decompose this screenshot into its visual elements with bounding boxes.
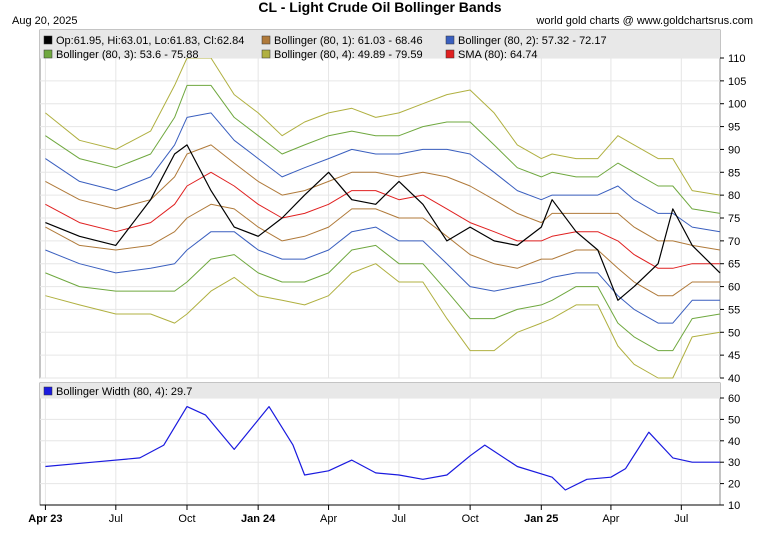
main-ytick-label: 55 bbox=[728, 304, 740, 316]
legend-swatch bbox=[445, 49, 455, 59]
width-ytick-label: 60 bbox=[728, 393, 740, 405]
xtick-label: Apr bbox=[602, 513, 619, 525]
main-ytick-label: 75 bbox=[728, 213, 740, 225]
width-y-axis: 10 20 30 40 50 60 bbox=[720, 393, 740, 512]
main-ytick-label: 50 bbox=[728, 327, 740, 339]
width-series-group bbox=[45, 406, 720, 491]
x-axis: Apr 23 Jul Oct Jan 24 Apr Jul Oct Jan 25 Apr Jul bbox=[28, 504, 720, 525]
legend-entry: SMA (80): 64.74 bbox=[458, 49, 538, 61]
main-price-panel: 40 45 50 55 60 65 70 75 80 85 90 95 100 105 110 Op:61.… bbox=[39, 29, 746, 385]
series-line-bollinger-upper-80-4 bbox=[45, 57, 721, 196]
series-line-bollinger-lower-80-4 bbox=[45, 263, 721, 379]
series-line-bollinger-upper-80-1 bbox=[45, 144, 721, 251]
main-legend: Op:61.95, Hi:63.01, Lo:61.83, Cl:62.84 Bo… bbox=[43, 35, 607, 61]
series-line-bollinger-upper-80-3 bbox=[45, 84, 721, 214]
main-series-group bbox=[45, 57, 721, 379]
chart-date: Aug 20, 2025 bbox=[12, 15, 77, 27]
width-ytick-label: 40 bbox=[728, 436, 740, 448]
legend-swatch bbox=[261, 35, 271, 45]
legend-entry: Bollinger (80, 3): 53.6 - 75.88 bbox=[56, 49, 198, 61]
main-ytick-label: 105 bbox=[728, 76, 746, 88]
series-line-sma-80 bbox=[45, 171, 720, 269]
main-panel-frame bbox=[39, 29, 721, 379]
width-legend: Bollinger Width (80, 4): 29.7 bbox=[43, 386, 192, 398]
main-ytick-label: 110 bbox=[728, 53, 746, 65]
legend-swatch bbox=[43, 49, 53, 59]
main-ytick-label: 65 bbox=[728, 259, 740, 271]
legend-entry: Bollinger (80, 2): 57.32 - 72.17 bbox=[458, 35, 607, 47]
main-ytick-label: 85 bbox=[728, 167, 740, 179]
main-ytick-label: 45 bbox=[728, 350, 740, 362]
width-legend-swatch bbox=[43, 386, 53, 396]
xtick-label: Jul bbox=[392, 513, 406, 525]
width-legend-entry: Bollinger Width (80, 4): 29.7 bbox=[56, 386, 192, 398]
width-ytick-label: 20 bbox=[728, 479, 740, 491]
series-line-bollinger-lower-80-1 bbox=[45, 203, 720, 297]
main-legend-background bbox=[40, 30, 720, 58]
main-ytick-label: 40 bbox=[728, 373, 740, 385]
main-ytick-label: 60 bbox=[728, 282, 740, 294]
bollinger-width-panel: 10 20 30 40 50 60 Bollinger Width (80, 4): 29… bbox=[39, 382, 740, 512]
chart-title: CL - Light Crude Oil Bollinger Bands bbox=[258, 0, 501, 15]
main-ytick-label: 80 bbox=[728, 190, 740, 202]
xtick-label: Jul bbox=[109, 513, 123, 525]
xtick-label: Apr bbox=[320, 513, 337, 525]
legend-entry: Op:61.95, Hi:63.01, Lo:61.83, Cl:62.84 bbox=[56, 35, 244, 47]
legend-entry: Bollinger (80, 4): 49.89 - 79.59 bbox=[274, 49, 423, 61]
series-line-price bbox=[45, 144, 721, 301]
legend-entry: Bollinger (80, 1): 61.03 - 68.46 bbox=[274, 35, 423, 47]
legend-swatch bbox=[261, 49, 271, 59]
xtick-label: Jul bbox=[674, 513, 688, 525]
series-line-bollinger-lower-80-3 bbox=[45, 244, 721, 352]
xtick-label: Jan 25 bbox=[524, 513, 558, 525]
main-ytick-label: 90 bbox=[728, 144, 740, 156]
width-ytick-label: 10 bbox=[728, 500, 740, 512]
series-line-bollinger-upper-80-2 bbox=[45, 112, 721, 233]
width-ytick-label: 30 bbox=[728, 457, 740, 469]
main-y-axis: 40 45 50 55 60 65 70 75 80 85 90 95 100 105 110 bbox=[720, 53, 746, 385]
main-ytick-label: 70 bbox=[728, 236, 740, 248]
width-legend-background bbox=[40, 383, 720, 398]
main-ytick-label: 95 bbox=[728, 122, 740, 134]
legend-swatch bbox=[445, 35, 455, 45]
chart-source: world gold charts @ www.goldchartsrus.co… bbox=[535, 15, 753, 27]
width-ytick-label: 50 bbox=[728, 414, 740, 426]
series-line-bollinger-width bbox=[45, 406, 720, 491]
width-panel-frame bbox=[39, 382, 721, 506]
legend-swatch bbox=[43, 35, 53, 45]
xtick-label: Oct bbox=[462, 513, 479, 525]
main-ytick-label: 100 bbox=[728, 99, 746, 111]
xtick-label: Jan 24 bbox=[241, 513, 276, 525]
xtick-label: Oct bbox=[178, 513, 195, 525]
xtick-label: Apr 23 bbox=[28, 513, 62, 525]
